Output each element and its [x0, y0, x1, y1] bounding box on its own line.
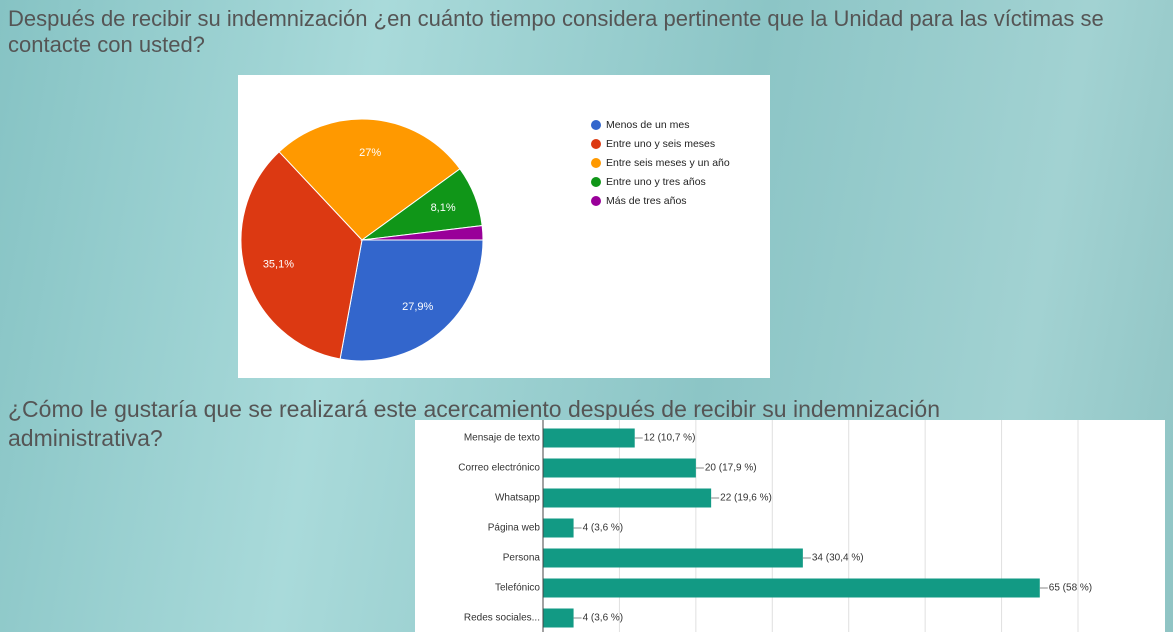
legend-label: Entre seis meses y un año: [606, 157, 730, 169]
category-label: Redes sociales...: [464, 613, 540, 624]
bar: [543, 488, 712, 508]
category-label: Whatsapp: [495, 493, 540, 504]
pie-slice: [339, 239, 484, 362]
bar-chart: Mensaje de texto 12 (10,7 %) Correo electr…: [415, 420, 1165, 632]
pie-slice: [361, 225, 484, 241]
value-label: 4 (3,6 %): [583, 613, 624, 624]
legend-swatch: [591, 120, 601, 130]
category-label: Página web: [488, 523, 541, 534]
category-label: Correo electrónico: [458, 463, 540, 474]
legend-swatch: [591, 158, 601, 168]
value-label: 4 (3,6 %): [583, 523, 624, 534]
legend-label: Entre uno y seis meses: [606, 138, 715, 150]
legend-label: Entre uno y tres años: [606, 176, 706, 188]
legend-swatch: [591, 177, 601, 187]
bar: [543, 518, 574, 538]
category-label: Persona: [503, 553, 541, 564]
value-label: 12 (10,7 %): [644, 433, 696, 444]
legend-label: Menos de un mes: [606, 119, 689, 131]
bar: [543, 458, 696, 478]
bar: [543, 578, 1040, 598]
category-label: Telefónico: [495, 583, 540, 594]
value-label: 34 (30,4 %): [812, 553, 864, 564]
slice-label: 27,9%: [402, 301, 433, 313]
bar: [543, 428, 635, 448]
legend-swatch: [591, 139, 601, 149]
bar-question: ¿Cómo le gustaría que se realizará este …: [8, 396, 940, 451]
pie-slice: [278, 118, 461, 241]
value-label: 20 (17,9 %): [705, 463, 757, 474]
pie-question: Después de recibir su indemnización ¿en …: [8, 6, 1104, 57]
slice-label: 27%: [359, 147, 381, 159]
value-label: 65 (58 %): [1049, 583, 1092, 594]
pie-slice: [240, 151, 363, 360]
bar: [543, 548, 803, 568]
value-label: 22 (19,6 %): [720, 493, 772, 504]
legend-label: Más de tres años: [606, 195, 687, 207]
pie-chart: 27,9% 35,1% 27% 8,1% Menos de un mes Entre un…: [238, 75, 770, 378]
slice-label: 35,1%: [263, 258, 294, 270]
legend-swatch: [591, 196, 601, 206]
bar: [543, 608, 574, 628]
slice-label: 8,1%: [431, 202, 456, 214]
category-label: Mensaje de texto: [464, 433, 541, 444]
